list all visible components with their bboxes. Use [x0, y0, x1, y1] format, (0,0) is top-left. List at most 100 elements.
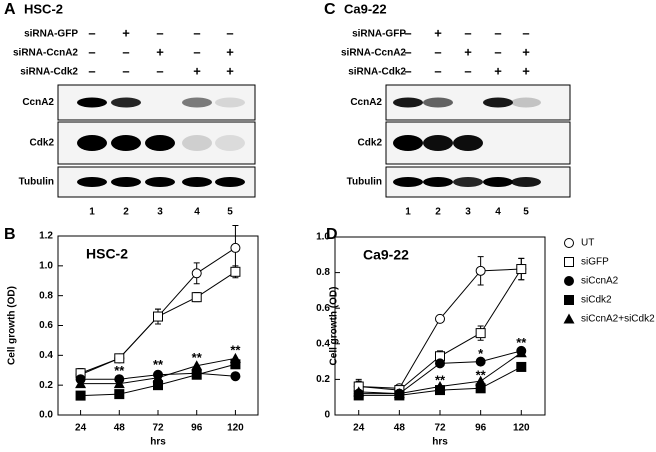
sign: – — [494, 25, 501, 40]
band — [511, 177, 541, 187]
sign: – — [404, 25, 411, 40]
sign: – — [464, 63, 471, 78]
marker — [475, 375, 487, 386]
marker — [230, 242, 241, 253]
condition-label: siRNA-Cdk2 — [20, 67, 78, 78]
band — [483, 177, 513, 187]
condition-label: siRNA-CcnA2 — [341, 48, 406, 59]
sign: + — [226, 44, 234, 59]
x-axis-label: hrs — [150, 437, 166, 448]
protein-label: CcnA2 — [350, 97, 382, 108]
y-tick-label: 0.6 — [39, 320, 53, 331]
marker — [516, 361, 527, 372]
condition-label: siRNA-GFP — [24, 29, 78, 40]
y-tick-label: 0.6 — [316, 303, 330, 314]
band — [423, 135, 453, 151]
x-tick-label: 120 — [513, 423, 530, 434]
chart-title: Ca9-22 — [363, 247, 409, 263]
x-tick-label: 96 — [191, 423, 203, 434]
y-tick-label: 0.2 — [39, 380, 53, 391]
band — [145, 177, 175, 187]
chart-title: HSC-2 — [86, 246, 128, 262]
marker — [353, 386, 365, 397]
band — [111, 97, 141, 108]
panel-label: D — [326, 226, 338, 243]
marker — [516, 264, 527, 275]
marker — [113, 378, 125, 389]
sign: + — [156, 44, 164, 59]
band — [393, 135, 423, 151]
x-tick-label: 24 — [353, 423, 365, 434]
band — [77, 177, 107, 187]
sign: – — [156, 25, 163, 40]
sign: + — [522, 44, 530, 59]
annotation: * — [478, 346, 484, 361]
protein-label: Cdk2 — [358, 138, 383, 149]
annotation: ** — [516, 335, 527, 350]
marker — [564, 276, 574, 286]
x-tick-label: 24 — [75, 423, 87, 434]
annotation: ** — [435, 373, 446, 388]
sign: – — [226, 25, 233, 40]
sign: – — [88, 63, 95, 78]
marker — [475, 328, 486, 339]
band — [111, 135, 141, 151]
sign: – — [434, 44, 441, 59]
legend-label: siGFP — [581, 257, 609, 268]
x-tick-label: 120 — [227, 423, 244, 434]
y-tick-label: 1.0 — [316, 232, 330, 243]
x-axis-label: hrs — [432, 437, 448, 448]
condition-label: siRNA-Cdk2 — [348, 67, 406, 78]
sign: – — [88, 44, 95, 59]
x-tick-label: 96 — [475, 423, 487, 434]
marker — [435, 358, 445, 369]
sign: – — [88, 25, 95, 40]
lane-number: 2 — [123, 207, 129, 218]
sign: – — [494, 44, 501, 59]
band — [77, 97, 107, 108]
panel-label: B — [4, 226, 16, 243]
marker — [564, 257, 574, 267]
sign: – — [122, 44, 129, 59]
sign: + — [522, 63, 530, 78]
marker — [435, 313, 445, 324]
marker — [563, 313, 575, 324]
sign: + — [122, 25, 130, 40]
legend-label: siCdk2 — [581, 295, 612, 306]
sign: – — [434, 63, 441, 78]
y-tick-label: 0 — [324, 410, 330, 421]
sign: – — [122, 63, 129, 78]
lane-number: 1 — [405, 207, 411, 218]
protein-label: Tubulin — [347, 177, 382, 188]
band — [423, 97, 453, 108]
marker — [152, 372, 164, 383]
sign: – — [404, 63, 411, 78]
y-tick-label: 0.8 — [316, 267, 330, 278]
marker — [191, 360, 203, 371]
lane-number: 2 — [435, 207, 441, 218]
x-tick-label: 72 — [434, 423, 446, 434]
sign: + — [494, 63, 502, 78]
lane-number: 5 — [523, 207, 529, 218]
lane-number: 1 — [89, 207, 95, 218]
band — [215, 135, 245, 151]
y-tick-label: 0.4 — [39, 350, 53, 361]
y-tick-label: 1.2 — [39, 231, 53, 242]
series-line — [358, 268, 522, 389]
lane-number: 4 — [495, 207, 501, 218]
marker — [153, 311, 163, 322]
annotation: ** — [114, 363, 125, 378]
marker — [564, 295, 574, 305]
lane-number: 5 — [227, 207, 233, 218]
lane-number: 4 — [194, 207, 200, 218]
panel-title: Ca9-22 — [344, 1, 387, 16]
sign: + — [434, 25, 442, 40]
legend-label: UT — [581, 238, 594, 249]
x-tick-label: 48 — [114, 423, 126, 434]
sign: – — [464, 25, 471, 40]
marker — [434, 381, 446, 392]
marker — [75, 378, 87, 389]
marker — [515, 347, 527, 358]
marker — [191, 369, 202, 380]
